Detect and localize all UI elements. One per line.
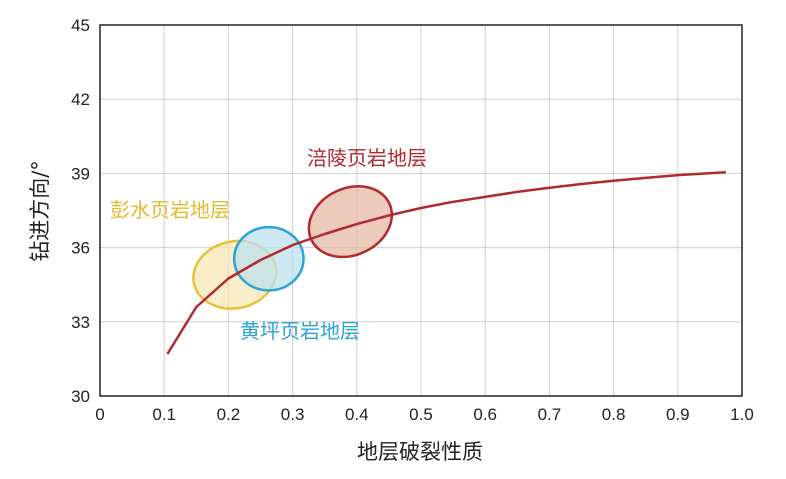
x-tick-label: 0.4 <box>345 405 369 424</box>
x-tick-label: 0.9 <box>666 405 690 424</box>
y-tick-label: 45 <box>71 16 90 35</box>
region-huangping <box>232 225 305 292</box>
x-tick-label: 0.8 <box>602 405 626 424</box>
y-axis-title: 钻进方向/° <box>28 160 52 262</box>
trend-curve <box>166 170 726 355</box>
y-tick-label: 30 <box>71 387 90 406</box>
y-tick-label: 33 <box>71 313 90 332</box>
x-tick-label: 0.7 <box>538 405 562 424</box>
x-tick-label: 1.0 <box>730 405 754 424</box>
region-label-fuling: 涪陵页岩地层 <box>307 146 427 170</box>
y-tick-labels: 30 33 36 39 42 45 <box>71 16 90 406</box>
y-tick-label: 39 <box>71 164 90 183</box>
grid-lines <box>100 25 742 396</box>
x-tick-label: 0.5 <box>409 405 433 424</box>
y-tick-label: 36 <box>71 239 90 258</box>
x-tick-label: 0 <box>95 405 104 424</box>
y-tick-label: 42 <box>71 90 90 109</box>
x-tick-label: 0.3 <box>281 405 305 424</box>
region-label-pengshui: 彭水页岩地层 <box>110 198 230 222</box>
region-label-huangping: 黄坪页岩地层 <box>240 319 360 343</box>
x-tick-label: 0.2 <box>217 405 241 424</box>
region-fuling <box>307 185 394 259</box>
x-tick-label: 0.6 <box>473 405 497 424</box>
x-tick-label: 0.1 <box>152 405 176 424</box>
x-tick-labels: 0 0.1 0.2 0.3 0.4 0.5 0.6 0.7 0.8 0.9 1.0 <box>95 405 754 424</box>
trend-curve-group <box>166 170 726 355</box>
plot-frame <box>99 24 743 397</box>
x-axis-title: 地层破裂性质 <box>357 440 483 464</box>
